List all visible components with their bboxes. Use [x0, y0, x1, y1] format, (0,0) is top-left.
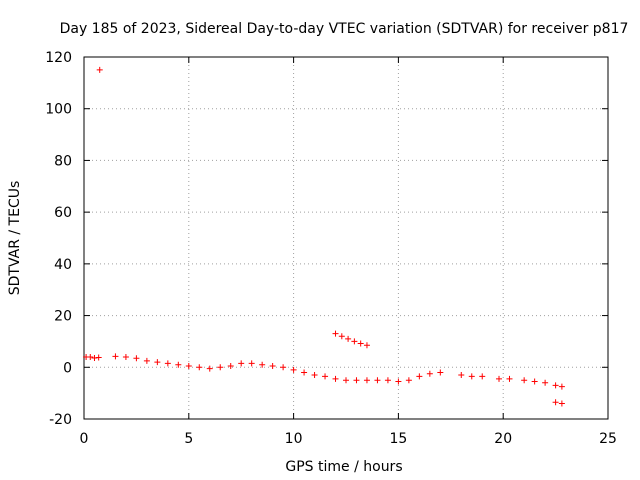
data-point — [416, 373, 423, 380]
y-tick-labels: -20 0 20 40 60 80 100 120 — [45, 50, 72, 428]
data-point — [542, 379, 549, 386]
data-point — [227, 362, 234, 369]
grid-lines — [84, 57, 608, 419]
data-points — [83, 66, 565, 407]
x-tick-label: 0 — [80, 431, 89, 447]
data-point — [343, 377, 349, 384]
data-point — [351, 338, 358, 345]
data-point — [384, 377, 391, 384]
y-tick-label: 60 — [54, 205, 72, 221]
data-point — [558, 383, 565, 390]
chart-title: Day 185 of 2023, Sidereal Day-to-day VTE… — [60, 21, 629, 37]
data-point — [164, 360, 171, 367]
data-point — [479, 373, 486, 380]
y-tick-label: 100 — [45, 102, 72, 118]
data-point — [395, 378, 402, 385]
data-point — [91, 354, 98, 361]
data-point — [332, 375, 339, 382]
data-point — [496, 375, 503, 382]
data-point — [311, 372, 318, 379]
data-point — [154, 359, 161, 366]
axis-ticks — [83, 56, 609, 420]
data-point — [558, 400, 565, 407]
y-tick-label: 40 — [54, 257, 72, 273]
data-point — [122, 353, 129, 360]
data-point — [552, 382, 559, 389]
data-point — [426, 370, 433, 377]
data-point — [301, 369, 308, 376]
data-point — [248, 360, 255, 367]
data-point — [405, 377, 412, 384]
data-point — [196, 364, 203, 371]
data-point — [175, 361, 182, 368]
x-tick-label: 20 — [494, 431, 512, 447]
y-tick-label: 80 — [54, 153, 72, 169]
plot-frame — [83, 56, 609, 420]
y-tick-label: -20 — [49, 412, 72, 428]
data-point — [552, 399, 559, 406]
data-point — [269, 362, 276, 369]
data-point — [437, 369, 444, 376]
data-point — [531, 378, 538, 385]
data-point — [363, 342, 370, 349]
data-point — [363, 377, 370, 384]
data-point — [206, 365, 213, 372]
y-tick-label: 20 — [54, 309, 72, 325]
data-point — [353, 377, 360, 384]
y-tick-label: 0 — [63, 360, 72, 376]
data-point — [143, 357, 150, 364]
data-point — [87, 353, 94, 360]
data-point — [468, 373, 475, 380]
data-point — [345, 335, 352, 342]
x-tick-label: 10 — [285, 431, 303, 447]
data-point — [338, 333, 345, 340]
data-point — [506, 375, 513, 382]
x-tick-label: 15 — [389, 431, 407, 447]
x-tick-label: 5 — [184, 431, 193, 447]
data-point — [374, 377, 381, 384]
x-tick-labels: 0 5 10 15 20 25 — [80, 431, 617, 447]
data-point — [238, 360, 245, 367]
data-point — [332, 330, 339, 337]
y-axis-label: SDTVAR / TECUs — [7, 181, 23, 296]
data-point — [112, 353, 119, 360]
data-point — [259, 361, 266, 368]
data-point — [95, 354, 102, 361]
data-point — [521, 377, 528, 384]
data-point — [185, 362, 192, 369]
data-point — [133, 355, 140, 362]
x-tick-label: 25 — [599, 431, 617, 447]
data-point — [458, 372, 465, 379]
data-point — [96, 66, 103, 73]
y-tick-label: 120 — [45, 50, 72, 66]
data-point — [357, 340, 364, 347]
data-point — [290, 366, 297, 373]
data-point — [322, 373, 329, 380]
data-point — [217, 364, 224, 371]
x-axis-label: GPS time / hours — [285, 459, 402, 475]
data-point — [280, 364, 287, 371]
